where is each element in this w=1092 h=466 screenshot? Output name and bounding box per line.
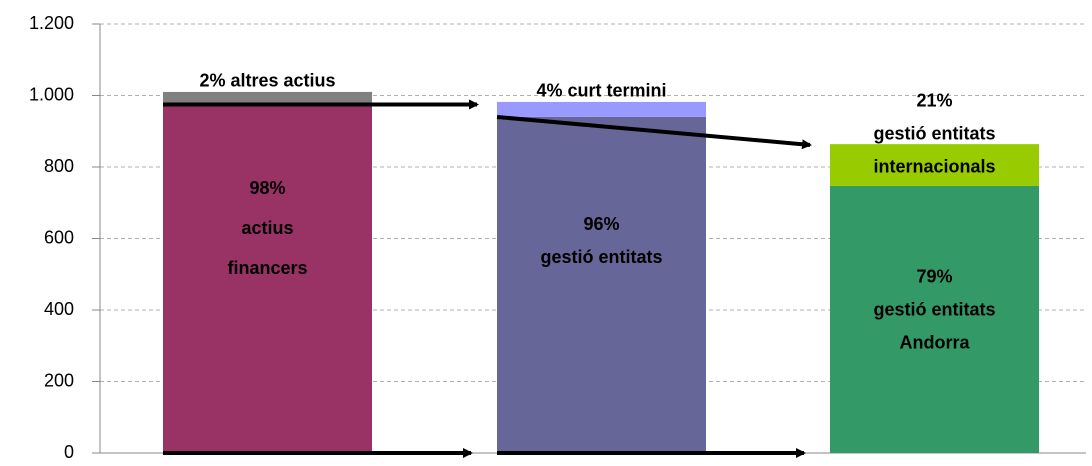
data-label: 4% curt termini: [536, 81, 666, 101]
data-label: financers: [227, 258, 307, 278]
y-tick-label: 800: [44, 156, 74, 176]
y-tick-label: 400: [44, 299, 74, 319]
data-label: Andorra: [899, 333, 970, 353]
y-tick-label: 1.200: [29, 13, 74, 33]
bar-segment: [497, 116, 706, 453]
data-label: gestió entitats: [540, 247, 662, 267]
y-tick-label: 200: [44, 370, 74, 390]
data-label: gestió entitats: [873, 300, 995, 320]
bar-segment: [830, 144, 1039, 186]
data-label: actius: [241, 218, 293, 238]
data-label: 2% altres actius: [199, 71, 335, 91]
data-label: gestió entitats: [873, 124, 995, 144]
data-label: 79%: [916, 267, 952, 287]
y-tick-label: 1.000: [29, 84, 74, 104]
bar-segment: [830, 185, 1039, 453]
arrow: [496, 114, 812, 150]
bar-segment: [163, 104, 372, 453]
y-tick-label: 0: [64, 442, 74, 461]
data-label: 96%: [583, 214, 619, 234]
data-label: internacionals: [873, 157, 995, 177]
data-label: 21%: [916, 91, 952, 111]
y-tick-label: 600: [44, 227, 74, 247]
data-label: 98%: [249, 178, 285, 198]
bar-segment: [163, 91, 372, 105]
bar-segment: [497, 101, 706, 117]
